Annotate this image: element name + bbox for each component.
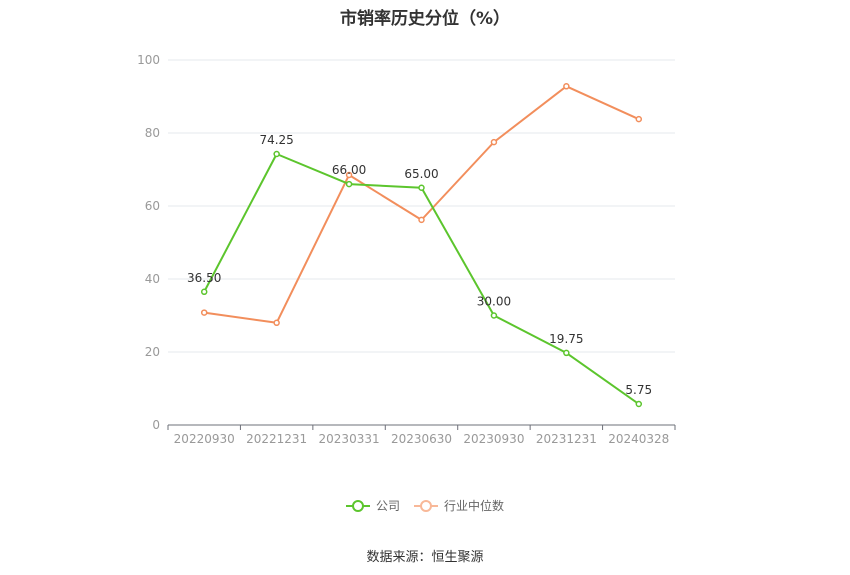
x-tick-label-20231231: 20231231 xyxy=(536,432,597,446)
data-point-company-0 xyxy=(200,288,208,296)
data-point-company-1 xyxy=(273,150,280,158)
data-point-company-2 xyxy=(345,180,353,188)
chart-title: 市销率历史分位（%） xyxy=(339,9,511,29)
legend: 公司 行业中位数 xyxy=(0,497,850,514)
legend-item-industry-median[interactable]: 行业中位数 xyxy=(414,497,504,514)
data-label-company-2: 66.00 xyxy=(332,163,366,177)
data-point-industry-median-6 xyxy=(635,115,643,123)
x-tick-label-20220930: 20220930 xyxy=(174,432,235,446)
data-label-company-0: 36.50 xyxy=(187,271,221,285)
series-line-industry-median xyxy=(204,85,640,324)
data-point-company-6 xyxy=(635,400,643,408)
y-tick-label-20: 20 xyxy=(145,345,160,359)
y-tick-label-80: 80 xyxy=(145,126,160,140)
y-tick-label-60: 60 xyxy=(145,199,160,213)
data-label-company-6: 5.75 xyxy=(625,383,652,397)
y-tick-label-40: 40 xyxy=(145,272,160,286)
x-tick-label-20230930: 20230930 xyxy=(463,432,524,446)
data-point-company-5 xyxy=(563,349,570,357)
data-source-note: 数据来源：恒生聚源 xyxy=(366,550,484,565)
legend-company-label: 公司 xyxy=(375,499,400,513)
legend-company-marker-icon xyxy=(345,499,370,513)
data-point-industry-median-0 xyxy=(200,309,208,316)
data-label-company-1: 74.25 xyxy=(259,133,293,147)
x-tick-label-20240328: 20240328 xyxy=(608,432,669,446)
data-label-company-3: 65.00 xyxy=(404,167,438,181)
legend-industry-label: 行业中位数 xyxy=(444,499,505,513)
data-point-company-4 xyxy=(490,312,498,319)
data-label-company-4: 30.00 xyxy=(477,295,511,309)
y-tick-label-100: 100 xyxy=(137,53,160,67)
data-point-company-3 xyxy=(418,184,425,191)
x-tick-label-20230331: 20230331 xyxy=(319,432,380,446)
x-tick-label-20230630: 20230630 xyxy=(391,432,452,446)
x-tick-label-20221231: 20221231 xyxy=(246,432,307,446)
data-point-industry-median-5 xyxy=(563,83,570,90)
y-tick-label-0: 0 xyxy=(152,418,160,432)
legend-item-company[interactable]: 公司 xyxy=(345,497,400,514)
data-point-industry-median-4 xyxy=(490,138,498,146)
data-point-industry-median-2 xyxy=(345,171,353,179)
data-point-industry-median-3 xyxy=(418,216,425,224)
data-point-industry-median-1 xyxy=(273,319,280,327)
data-label-company-5: 19.75 xyxy=(549,332,583,346)
legend-industry-marker-icon xyxy=(414,499,438,513)
